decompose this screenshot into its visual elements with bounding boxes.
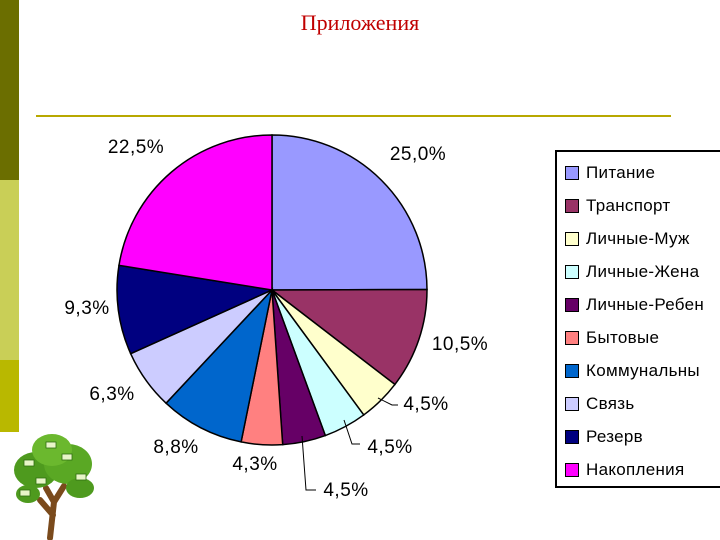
side-bar-top [0, 0, 19, 180]
pie-slice [269, 288, 428, 386]
legend-label: Коммунальны [586, 361, 700, 380]
legend-swatch [565, 430, 579, 444]
legend-swatch [565, 298, 579, 312]
side-bar-divider [19, 0, 20, 432]
pie-slice [165, 287, 274, 443]
side-bar-bottom [0, 360, 19, 432]
legend-label: Накопления [586, 460, 685, 479]
pie-slice [118, 134, 273, 291]
leader-line [343, 419, 360, 445]
legend-swatch [565, 397, 579, 411]
legend-item: Питание [565, 158, 655, 188]
legend-swatch [565, 364, 579, 378]
slice-percent-label: 25,0% [390, 144, 446, 165]
side-bar-middle [0, 180, 19, 360]
legend-swatch [565, 199, 579, 213]
legend-item: Транспорт [565, 191, 670, 221]
leader-line [377, 397, 398, 406]
leader-line [301, 435, 316, 491]
chart-legend: Питание Транспорт Личные-Муж Личные-Жена Лич… [555, 150, 720, 488]
legend-item: Личные-Жена [565, 257, 699, 287]
pie-slices [116, 134, 428, 446]
money-tree-icon [14, 434, 94, 540]
legend-swatch [565, 166, 579, 180]
pie-labels: 25,0% 10,5% 4,5% 4,5% 4,5% 4,3% 8,8% 6,3% 9,3% 22… [64, 137, 488, 501]
slice-percent-label: 10,5% [432, 334, 488, 355]
legend-label: Транспорт [586, 196, 671, 215]
slice-percent-label: 9,3% [64, 298, 109, 319]
legend-item: Связь [565, 389, 634, 419]
legend-item: Личные-Муж [565, 224, 690, 254]
title-rule [36, 115, 671, 117]
slice-percent-label: 22,5% [108, 137, 164, 158]
pie-slice [116, 264, 275, 355]
legend-swatch [565, 331, 579, 345]
legend-item: Накопления [565, 455, 684, 485]
slice-percent-label: 6,3% [89, 384, 134, 405]
slice-percent-label: 4,5% [403, 394, 448, 415]
leader-lines [301, 397, 398, 491]
pie-slice [271, 134, 428, 291]
legend-label: Бытовые [586, 328, 660, 347]
legend-label: Личные-Ребен [586, 295, 705, 314]
legend-label: Резерв [586, 427, 644, 446]
legend-swatch [565, 463, 579, 477]
legend-item: Личные-Ребен [565, 290, 704, 320]
slice-percent-label: 4,5% [323, 480, 368, 501]
legend-swatch [565, 232, 579, 246]
legend-label: Личные-Муж [586, 229, 690, 248]
legend-label: Питание [586, 163, 656, 182]
legend-item: Бытовые [565, 323, 659, 353]
slice-percent-label: 4,5% [367, 437, 412, 458]
legend-label: Личные-Жена [586, 262, 700, 281]
legend-item: Коммунальны [565, 356, 700, 386]
slice-percent-label: 4,3% [232, 454, 277, 475]
legend-item: Резерв [565, 422, 643, 452]
slide-title: Приложения [300, 10, 420, 35]
slice-percent-label: 8,8% [153, 437, 198, 458]
legend-swatch [565, 265, 579, 279]
legend-label: Связь [586, 394, 635, 413]
